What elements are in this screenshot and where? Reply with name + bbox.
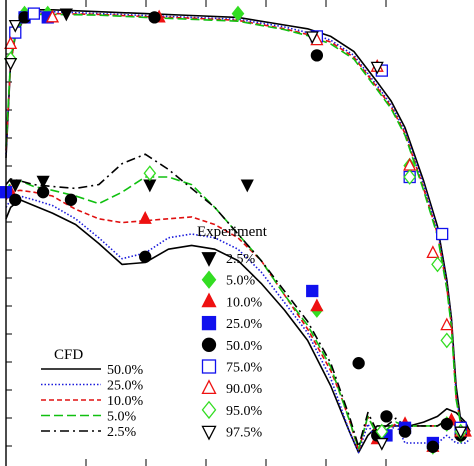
- experiment-legend-marker: [201, 252, 217, 267]
- data-point-10.0pct: [138, 211, 152, 224]
- experiment-legend-marker: [201, 292, 217, 308]
- cfd-curve-lower-50.0pct: [5, 199, 471, 454]
- experiment-legend: Experiment 2.5% 5.0% 10.0% 25.0% 50.0% 75.0% 9…: [197, 224, 268, 441]
- data-point-50.0pct: [426, 440, 440, 453]
- experiment-legend-marker: [201, 315, 217, 331]
- data-point-97.5pct: [454, 426, 468, 440]
- experiment-legend-marker: [201, 359, 217, 374]
- experiment-legend-label: 25.0%: [226, 317, 263, 332]
- experiment-legend-label: 75.0%: [226, 361, 263, 376]
- data-point-90.0pct: [440, 317, 454, 331]
- data-point-10.0pct: [310, 298, 324, 312]
- data-point-95.0pct: [403, 169, 417, 185]
- experiment-legend-label: 90.0%: [226, 382, 263, 397]
- data-point-95.0pct: [440, 332, 454, 349]
- cfd-curves: [5, 9, 471, 454]
- data-point-97.5pct: [8, 19, 22, 33]
- experiment-legend-marker: [201, 425, 217, 441]
- data-point-25.0pct: [306, 284, 319, 298]
- cfd-legend-entries: 50.0%25.0%10.0%5.0%2.5%: [41, 363, 144, 440]
- data-point-2.5pct: [59, 8, 73, 22]
- cfd-curve-lower-2.5pct: [5, 153, 471, 448]
- data-point-75.0pct: [27, 7, 40, 20]
- data-point-95.0pct: [143, 165, 157, 182]
- experiment-legend-label: 97.5%: [226, 426, 263, 441]
- cfd-legend-label: 10.0%: [107, 394, 144, 409]
- data-point-50.0pct: [139, 250, 152, 263]
- data-point-90.0pct: [4, 36, 18, 50]
- data-point-50.0pct: [352, 357, 365, 370]
- data-point-2.5pct: [240, 179, 254, 193]
- experiment-legend-label: 95.0%: [226, 404, 263, 419]
- experiment-legend-entries: 2.5% 5.0% 10.0% 25.0% 50.0% 75.0% 90.0% 95.0% 97…: [201, 252, 263, 441]
- data-point-50.0pct: [398, 425, 412, 438]
- cfd-legend: CFD 50.0%25.0%10.0%5.0%2.5%: [41, 347, 144, 440]
- data-point-2.5pct: [36, 175, 50, 189]
- data-point-50.0pct: [380, 410, 393, 423]
- experiment-legend-marker: [201, 270, 217, 289]
- cfd-legend-label: 25.0%: [107, 379, 144, 394]
- experiment-legend-marker: [201, 337, 217, 352]
- cfd-legend-label: 2.5%: [107, 425, 137, 440]
- experiment-legend-label: 2.5%: [226, 252, 256, 267]
- experiment-legend-label: 50.0%: [226, 339, 263, 354]
- data-point-50.0pct: [9, 193, 22, 206]
- data-point-90.0pct: [45, 9, 59, 23]
- experiment-legend-marker: [201, 379, 217, 395]
- experiment-points: [0, 5, 472, 455]
- data-point-97.5pct: [4, 57, 18, 71]
- data-point-97.5pct: [305, 31, 319, 45]
- data-point-2.5pct: [8, 179, 22, 193]
- data-point-97.5pct: [370, 61, 384, 75]
- experiment-legend-title: Experiment: [197, 224, 268, 240]
- data-point-50.0pct: [64, 193, 78, 206]
- cfd-legend-title: CFD: [54, 347, 83, 363]
- experiment-legend-label: 5.0%: [226, 274, 256, 289]
- cfd-legend-label: 5.0%: [107, 410, 137, 425]
- axis-ticks: [6, 0, 387, 466]
- data-point-50.0pct: [148, 11, 161, 24]
- cfd-legend-label: 50.0%: [107, 363, 144, 378]
- data-point-97.5pct: [375, 437, 389, 451]
- data-point-90.0pct: [426, 245, 440, 259]
- data-point-50.0pct: [36, 186, 50, 199]
- data-point-95.0pct: [431, 256, 444, 273]
- experiment-legend-label: 10.0%: [226, 295, 263, 310]
- data-point-50.0pct: [440, 417, 453, 431]
- data-point-75.0pct: [436, 227, 449, 241]
- data-point-5.0pct: [231, 5, 245, 22]
- data-point-50.0pct: [310, 49, 324, 62]
- experiment-legend-marker: [201, 400, 217, 420]
